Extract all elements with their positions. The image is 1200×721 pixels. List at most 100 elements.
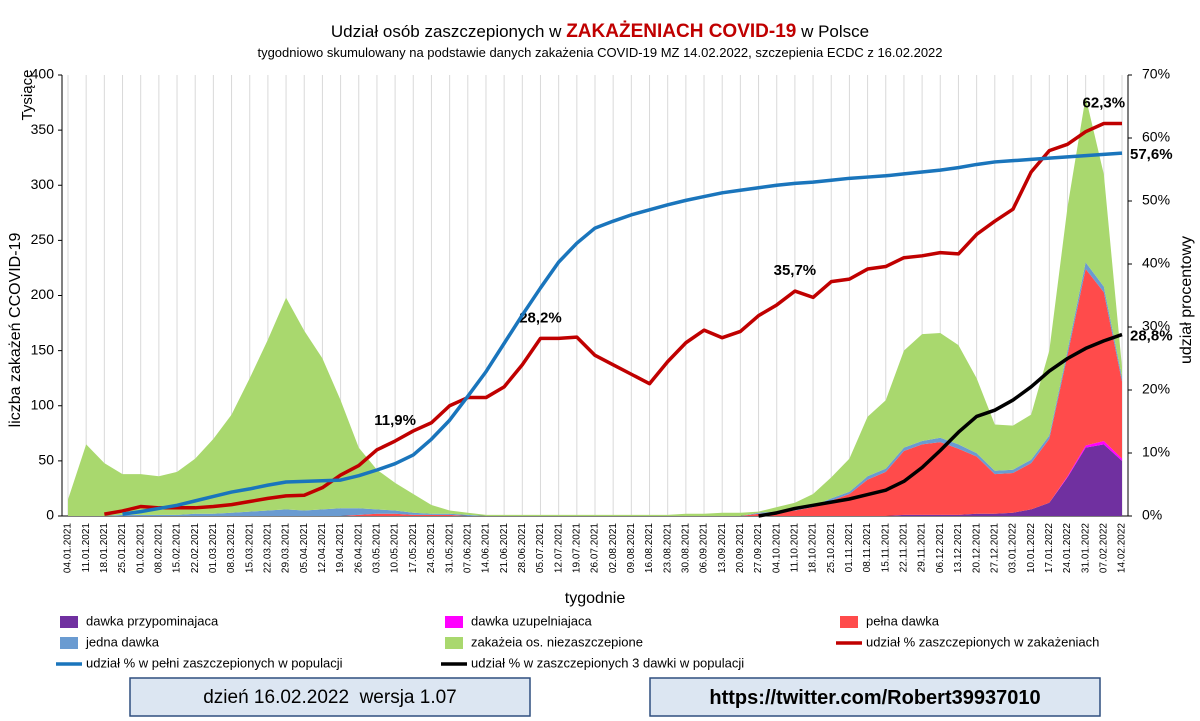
- y2-tick-label: 50%: [1142, 192, 1170, 208]
- legend-label: udział % w zaszczepionych 3 dawki w popu…: [471, 655, 744, 670]
- y-unit: Tysiące: [19, 70, 36, 121]
- data-label: 28,2%: [519, 309, 562, 326]
- x-tick-label: 13.09.2021: [717, 523, 728, 573]
- legend-label: dawka uzupelniajaca: [471, 613, 592, 628]
- line: [104, 121, 1122, 516]
- x-tick-label: 23.08.2021: [662, 523, 673, 573]
- y-tick-label: 400: [31, 66, 55, 82]
- x-tick-label: 25.10.2021: [826, 523, 837, 573]
- footer-box: [649, 677, 1101, 717]
- legend-label: udział % zaszczepionych w zakażeniach: [866, 634, 1099, 649]
- x-tick-label: 20.12.2021: [971, 523, 982, 573]
- x-tick-label: 03.01.2022: [1008, 523, 1019, 573]
- x-tick-label: 16.08.2021: [644, 523, 655, 573]
- x-tick-label: 22.03.2021: [263, 523, 274, 573]
- x-tick-label: 07.02.2022: [1098, 523, 1109, 573]
- data-label: 35,7%: [774, 262, 817, 279]
- x-tick-label: 19.07.2021: [571, 523, 582, 573]
- data-label: 28,8%: [1130, 328, 1173, 345]
- x-tick-label: 09.08.2021: [626, 523, 637, 573]
- x-tick-label: 21.06.2021: [499, 523, 510, 573]
- y-tick-label: 250: [31, 231, 55, 247]
- title-part: Udział osób zaszczepionych w: [331, 22, 562, 41]
- x-tick-label: 13.12.2021: [953, 523, 964, 573]
- area: [68, 269, 1122, 516]
- x-tick-label: 27.09.2021: [753, 523, 764, 573]
- x-tick-label: 06.09.2021: [699, 523, 710, 573]
- x-tick-label: 29.11.2021: [917, 523, 928, 573]
- x-tick-label: 04.10.2021: [771, 523, 782, 573]
- legend-swatch: [445, 616, 463, 628]
- x-tick-label: 26.04.2021: [353, 523, 364, 573]
- x-tick-label: 08.11.2021: [862, 523, 873, 573]
- legend-label: pełna dawka: [866, 613, 940, 628]
- y2-tick-label: 10%: [1142, 444, 1170, 460]
- x-tick-label: 28.06.2021: [517, 523, 528, 573]
- y2-tick-label: 30%: [1142, 318, 1170, 334]
- y-tick-label: 300: [31, 176, 55, 192]
- line: [122, 151, 1123, 516]
- y-tick-label: 350: [31, 121, 55, 137]
- x-tick-label: 10.01.2022: [1026, 523, 1037, 573]
- x-tick-label: 15.02.2021: [172, 523, 183, 573]
- legend-swatch: [60, 637, 78, 649]
- x-axis-label: tygodnie: [565, 590, 626, 607]
- x-tick-label: 24.01.2022: [1062, 523, 1073, 573]
- legend-label: jedna dawka: [85, 634, 160, 649]
- x-tick-label: 01.02.2021: [135, 523, 146, 573]
- y-tick-label: 0: [46, 507, 54, 523]
- x-tick-label: 05.04.2021: [299, 523, 310, 573]
- x-tick-label: 12.07.2021: [553, 523, 564, 573]
- x-tick-label: 26.07.2021: [590, 523, 601, 573]
- x-tick-label: 19.04.2021: [335, 523, 346, 573]
- x-tick-label: 11.01.2021: [81, 523, 92, 573]
- x-tick-label: 31.05.2021: [444, 523, 455, 573]
- x-tick-label: 31.01.2022: [1080, 523, 1091, 573]
- x-tick-label: 29.03.2021: [281, 523, 292, 573]
- x-tick-label: 22.11.2021: [899, 523, 910, 573]
- legend-label: udział % w pełni zaszczepionych w popula…: [86, 655, 343, 670]
- x-tick-label: 11.10.2021: [790, 523, 801, 573]
- footer-box: [129, 677, 531, 717]
- x-tick-label: 14.02.2022: [1117, 523, 1128, 573]
- x-tick-label: 08.03.2021: [226, 523, 237, 573]
- data-label: 57,6%: [1130, 146, 1173, 163]
- title-part: ZAKAŻENIACH COVID-19: [566, 21, 796, 42]
- x-tick-label: 04.01.2021: [63, 523, 74, 573]
- y2-tick-label: 70%: [1142, 66, 1170, 82]
- x-tick-label: 15.03.2021: [244, 523, 255, 573]
- footer-right: https://twitter.com/Robert39937010: [709, 687, 1040, 709]
- line: [758, 332, 1123, 518]
- x-tick-label: 18.01.2021: [99, 523, 110, 573]
- legend-swatch: [445, 637, 463, 649]
- y2-tick-label: 60%: [1142, 129, 1170, 145]
- x-tick-label: 24.05.2021: [426, 523, 437, 573]
- y2-axis-label: udział procentowy: [1178, 236, 1195, 364]
- y-axis-label: liczba zakażeń CCOVID-19: [7, 233, 24, 428]
- footer-left: dzień 16.02.2022 wersja 1.07: [203, 687, 457, 708]
- x-tick-label: 17.01.2022: [1044, 523, 1055, 573]
- area: [68, 97, 1122, 517]
- y-tick-label: 100: [31, 396, 55, 412]
- x-tick-label: 14.06.2021: [481, 523, 492, 573]
- title-part: w Polsce: [800, 22, 869, 41]
- x-tick-label: 25.01.2021: [117, 523, 128, 573]
- data-label: 62,3%: [1083, 94, 1126, 111]
- x-tick-label: 03.05.2021: [372, 523, 383, 573]
- x-tick-label: 18.10.2021: [808, 523, 819, 573]
- legend-swatch: [60, 616, 78, 628]
- x-tick-label: 20.09.2021: [735, 523, 746, 573]
- y-tick-label: 50: [38, 452, 54, 468]
- x-tick-label: 30.08.2021: [681, 523, 692, 573]
- x-tick-label: 06.12.2021: [935, 523, 946, 573]
- x-tick-label: 15.11.2021: [880, 523, 891, 573]
- x-tick-label: 05.07.2021: [535, 523, 546, 573]
- y-tick-label: 150: [31, 341, 55, 357]
- x-tick-label: 02.08.2021: [608, 523, 619, 573]
- x-tick-label: 08.02.2021: [154, 523, 165, 573]
- x-tick-label: 22.02.2021: [190, 523, 201, 573]
- y2-tick-label: 40%: [1142, 255, 1170, 271]
- data-label: 11,9%: [374, 412, 416, 429]
- subtitle: tygodniowo skumulowany na podstawie dany…: [257, 45, 942, 60]
